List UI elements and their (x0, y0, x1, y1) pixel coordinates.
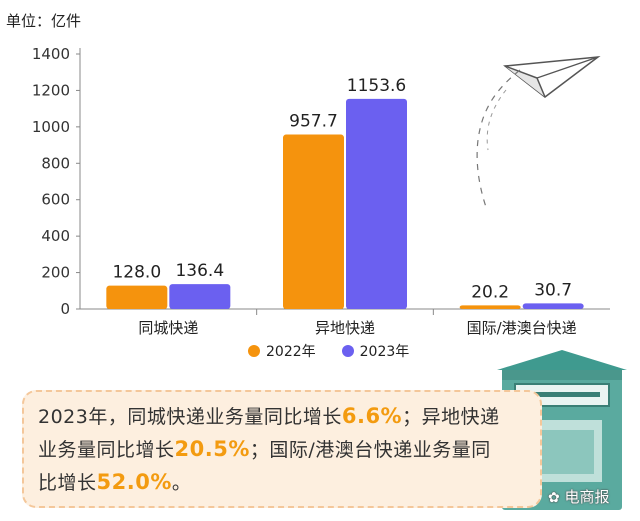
bar-value-label: 128.0 (112, 263, 161, 283)
legend-item: 2022年 (248, 341, 316, 361)
paw-icon: ✿ (548, 490, 560, 506)
note-box (22, 390, 542, 508)
note-seg2: ；异地快递业务量同比增长 (38, 406, 500, 461)
watermark-text: 电商报 (564, 488, 610, 506)
unit-label: 单位：亿件 (6, 12, 81, 30)
legend-label: 2023年 (359, 344, 410, 360)
category-label: 异地快递 (315, 319, 375, 337)
y-tick-label: 0 (60, 300, 70, 318)
legend: 2022年 2023年 (248, 341, 409, 361)
bar-value-label: 20.2 (471, 282, 509, 302)
note-highlight-2: 20.5% (174, 437, 250, 461)
y-tick-label: 1000 (32, 118, 70, 136)
bar (459, 305, 521, 309)
paper-plane-icon (476, 55, 601, 211)
y-tick-label: 400 (41, 227, 70, 245)
legend-label: 2022年 (266, 344, 316, 360)
bar-value-label: 136.4 (175, 261, 224, 281)
y-tick-label: 600 (41, 191, 70, 209)
note-seg1: 2023年，同城快递业务量同比增长 (38, 406, 342, 428)
legend-item: 2023年 (341, 341, 410, 361)
y-tick-label: 800 (41, 154, 70, 172)
bar (106, 285, 168, 309)
note-highlight-3: 52.0% (96, 470, 172, 494)
bar (346, 98, 407, 309)
category-label: 同城快递 (138, 319, 198, 337)
legend-swatch (248, 345, 260, 357)
y-tick-label: 200 (41, 264, 70, 282)
bar (522, 303, 584, 309)
note-seg3: ；国际/港澳台快递业务量同比增长 (38, 439, 491, 494)
y-tick-label: 1200 (32, 81, 70, 99)
bar-value-label: 1153.6 (347, 76, 406, 96)
bar-value-label: 30.7 (534, 280, 572, 300)
watermark: ✿ 电商报 (548, 486, 610, 507)
legend-swatch (341, 345, 354, 357)
category-label: 国际/港澳台快递 (467, 319, 577, 337)
note-seg4: 。 (171, 472, 192, 494)
bar (169, 284, 231, 309)
note-text: 2023年，同城快递业务量同比增长6.6%；异地快递业务量同比增长20.5%；国… (38, 400, 508, 499)
bar-value-label: 957.7 (289, 112, 338, 132)
y-tick-label: 1400 (32, 45, 70, 63)
note-highlight-1: 6.6% (341, 404, 403, 428)
bar (283, 134, 344, 309)
